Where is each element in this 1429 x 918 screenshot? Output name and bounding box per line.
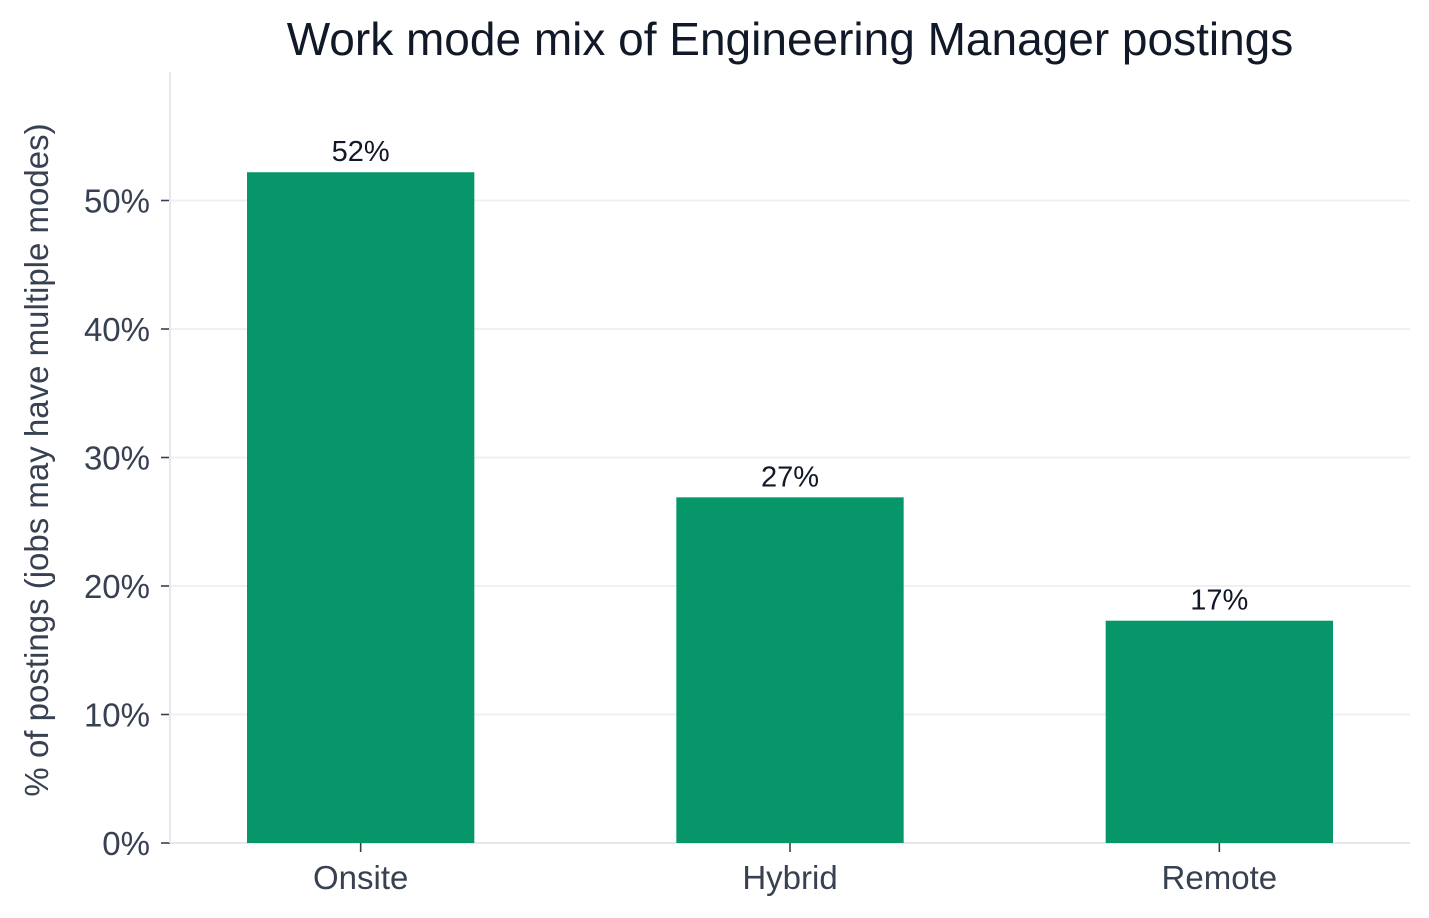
y-tick-label: 50%: [84, 183, 150, 220]
bar-hybrid: [676, 497, 904, 843]
x-tick-label-onsite: Onsite: [313, 859, 408, 896]
y-tick-label: 10%: [84, 697, 150, 734]
bar-remote: [1105, 620, 1333, 843]
y-axis-label: % of postings (jobs may have multiple mo…: [18, 123, 55, 796]
y-tick-label: 40%: [84, 311, 150, 348]
bar-onsite: [247, 172, 475, 844]
tick-labels: 0% 10% 20% 30% 40% 50% Onsite Hybrid Remote: [84, 183, 1277, 897]
x-tick-label-remote: Remote: [1162, 859, 1278, 896]
data-label-onsite: 52%: [332, 136, 390, 168]
y-tick-label: 20%: [84, 568, 150, 605]
data-label-hybrid: 27%: [761, 461, 819, 493]
x-tick-label-hybrid: Hybrid: [742, 859, 837, 896]
y-tick-label: 30%: [84, 440, 150, 477]
bars: [247, 172, 1333, 844]
data-labels: 52% 27% 17%: [332, 136, 1249, 616]
data-label-remote: 17%: [1190, 585, 1248, 617]
y-tick-label: 0%: [102, 825, 150, 862]
chart-title: Work mode mix of Engineering Manager pos…: [287, 13, 1294, 65]
